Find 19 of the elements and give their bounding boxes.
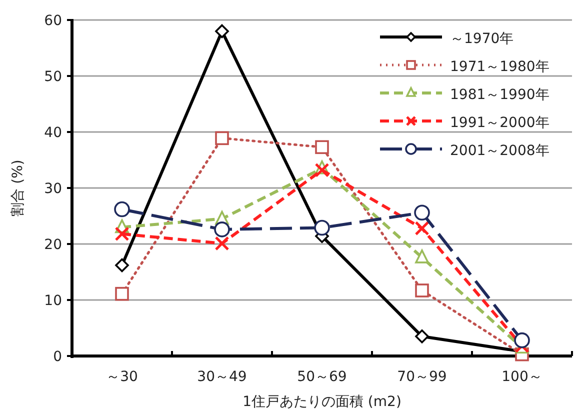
- y-tick-label: 20: [44, 237, 62, 253]
- x-tick-label: 30～49: [197, 369, 247, 385]
- x-tick-label: 50～69: [297, 369, 347, 385]
- y-tick-label: 30: [44, 181, 62, 197]
- y-tick-label: 60: [44, 13, 62, 29]
- x-tick-label: 100～: [502, 369, 542, 385]
- x-axis-title: 1住戸あたりの面積 (m2): [242, 394, 402, 410]
- legend-label: 1981～1990年: [450, 87, 550, 103]
- legend-label: 1991～2000年: [450, 115, 550, 131]
- y-tick-label: 40: [44, 125, 62, 141]
- legend-label: ～1970年: [450, 31, 514, 47]
- y-tick-label: 50: [44, 69, 62, 85]
- legend-label: 1971～1980年: [450, 59, 550, 75]
- legend-label: 2001～2008年: [450, 143, 550, 159]
- x-tick-label: ～30: [106, 369, 138, 385]
- y-tick-label: 10: [44, 293, 62, 309]
- y-tick-label: 0: [53, 349, 62, 365]
- y-axis-title: 割合 (%): [10, 160, 26, 216]
- x-tick-label: 70～99: [397, 369, 447, 385]
